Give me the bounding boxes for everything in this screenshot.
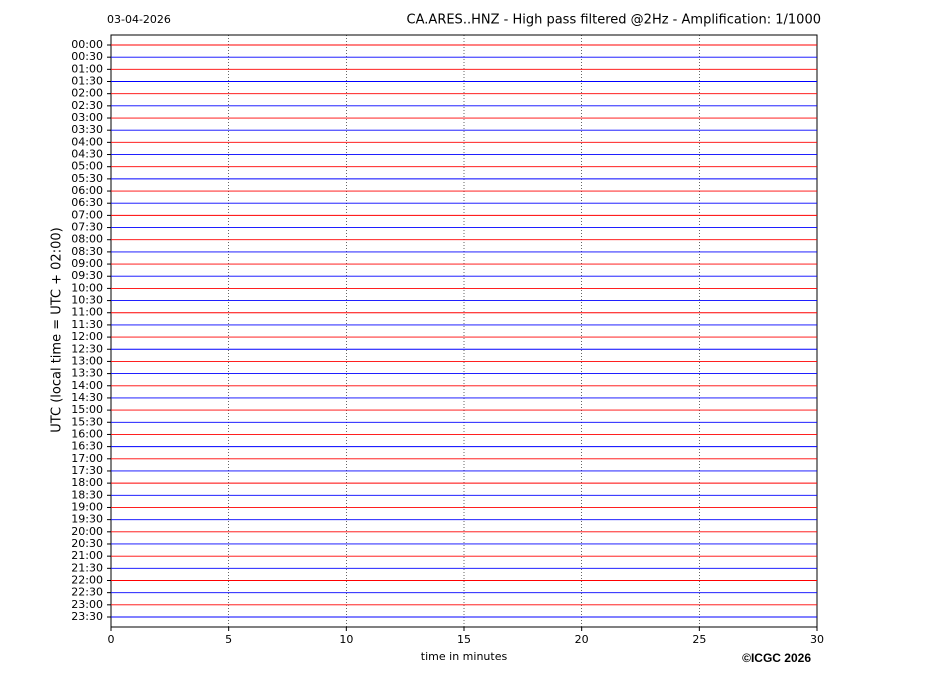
y-tick-label: 13:00 — [71, 354, 103, 367]
y-tick-label: 02:00 — [71, 87, 103, 100]
y-tick-label: 07:00 — [71, 208, 103, 221]
y-tick-label: 09:30 — [71, 269, 103, 282]
chart-title: CA.ARES..HNZ - High pass filtered @2Hz -… — [407, 13, 821, 28]
y-axis-label: UTC (local time = UTC + 02:00) — [50, 227, 65, 432]
y-tick-label: 01:00 — [71, 62, 103, 75]
y-tick-label: 18:30 — [71, 488, 103, 501]
y-tick-label: 12:00 — [71, 330, 103, 343]
y-tick-label: 20:30 — [71, 537, 103, 550]
y-tick-label: 01:30 — [71, 75, 103, 88]
y-tick-label: 22:00 — [71, 573, 103, 586]
y-tick-label: 23:30 — [71, 610, 103, 623]
y-tick-label: 16:00 — [71, 427, 103, 440]
y-tick-label: 16:30 — [71, 440, 103, 453]
y-tick-label: 11:30 — [71, 318, 103, 331]
y-tick-label: 17:30 — [71, 464, 103, 477]
y-tick-label: 04:30 — [71, 148, 103, 161]
x-tick-label: 5 — [225, 633, 232, 646]
y-tick-label: 21:00 — [71, 549, 103, 562]
y-tick-label: 10:30 — [71, 294, 103, 307]
y-tick-label: 03:30 — [71, 123, 103, 136]
y-tick-label: 13:30 — [71, 367, 103, 380]
y-tick-label: 09:00 — [71, 257, 103, 270]
x-axis-label: time in minutes — [421, 650, 508, 663]
y-tick-label: 21:30 — [71, 561, 103, 574]
x-tick-label: 25 — [692, 633, 706, 646]
y-tick-label: 10:00 — [71, 281, 103, 294]
y-tick-label: 06:30 — [71, 196, 103, 209]
x-tick-label: 20 — [575, 633, 589, 646]
y-tick-label: 00:00 — [71, 38, 103, 51]
copyright: ©ICGC 2026 — [742, 651, 811, 665]
x-tick-label: 30 — [810, 633, 824, 646]
y-tick-label: 12:30 — [71, 342, 103, 355]
y-tick-label: 19:00 — [71, 500, 103, 513]
y-tick-label: 15:00 — [71, 403, 103, 416]
x-tick-label: 10 — [339, 633, 353, 646]
y-tick-label: 15:30 — [71, 415, 103, 428]
y-tick-label: 22:30 — [71, 586, 103, 599]
y-tick-label: 00:30 — [71, 50, 103, 63]
y-tick-label: 05:00 — [71, 160, 103, 173]
y-tick-label: 20:00 — [71, 525, 103, 538]
y-tick-label: 07:30 — [71, 221, 103, 234]
y-tick-label: 06:00 — [71, 184, 103, 197]
y-tick-label: 18:00 — [71, 476, 103, 489]
x-tick-label: 0 — [108, 633, 115, 646]
plot-frame — [110, 34, 818, 628]
y-tick-label: 14:30 — [71, 391, 103, 404]
y-tick-label: 23:00 — [71, 598, 103, 611]
date: 03-04-2026 — [107, 13, 171, 26]
y-tick-label: 11:00 — [71, 306, 103, 319]
y-tick-label: 02:30 — [71, 99, 103, 112]
y-tick-label: 17:00 — [71, 452, 103, 465]
y-tick-label: 19:30 — [71, 513, 103, 526]
y-tick-label: 05:30 — [71, 172, 103, 185]
y-tick-label: 03:00 — [71, 111, 103, 124]
y-tick-label: 08:30 — [71, 245, 103, 258]
y-tick-label: 08:00 — [71, 233, 103, 246]
x-tick-label: 15 — [457, 633, 471, 646]
y-tick-label: 04:00 — [71, 135, 103, 148]
y-tick-label: 14:00 — [71, 379, 103, 392]
